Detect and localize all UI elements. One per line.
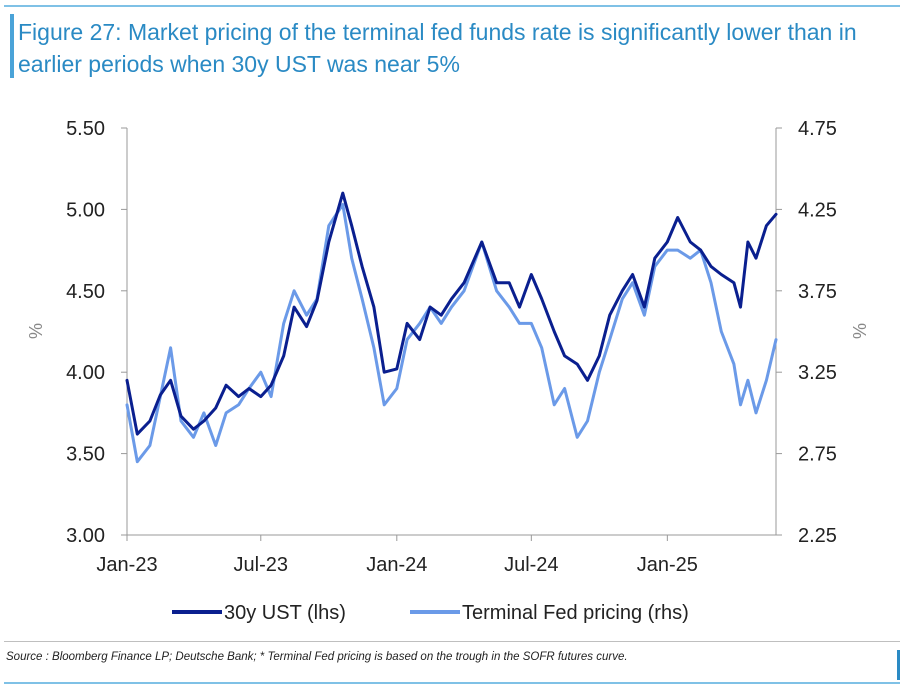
series-line-30y-ust xyxy=(125,191,778,436)
right-tick-label: 4.25 xyxy=(798,199,837,221)
axes: 3.00 3.50 4.00 4.50 5.00 5.50 2.25 2.75 3.25 3.75… xyxy=(26,118,870,576)
left-tick-label: 5.50 xyxy=(66,118,105,140)
legend-label: Terminal Fed pricing (rhs) xyxy=(462,602,689,624)
right-tick-label: 2.75 xyxy=(798,444,837,466)
left-tick-label: 3.50 xyxy=(66,444,105,466)
legend-terminal-fed: Terminal Fed pricing (rhs) xyxy=(410,602,689,624)
series-lines xyxy=(125,191,778,464)
left-tick-label: 3.00 xyxy=(66,525,105,547)
right-tick-label: 4.75 xyxy=(798,118,837,140)
legend-label: 30y UST (lhs) xyxy=(224,602,346,624)
legend: 30y UST (lhs) Terminal Fed pricing (rhs) xyxy=(172,602,689,624)
source-rule xyxy=(4,641,900,642)
left-tick-label: 4.00 xyxy=(66,362,105,384)
source-accent-bar xyxy=(897,650,900,680)
x-tick-label: Jan-24 xyxy=(366,554,427,576)
left-tick-label: 4.50 xyxy=(66,281,105,303)
x-tick-label: Jan-25 xyxy=(637,554,698,576)
source-note: Source : Bloomberg Finance LP; Deutsche … xyxy=(6,651,628,663)
legend-30y-ust: 30y UST (lhs) xyxy=(172,602,346,624)
bottom-rule xyxy=(4,682,900,684)
right-axis-title: % xyxy=(850,323,870,339)
right-tick-label: 2.25 xyxy=(798,525,837,547)
series-line-terminal-fed xyxy=(125,203,778,464)
right-tick-label: 3.75 xyxy=(798,281,837,303)
x-tick-label: Jul-24 xyxy=(504,554,558,576)
x-tick-label: Jul-23 xyxy=(234,554,288,576)
x-tick-label: Jan-23 xyxy=(96,554,157,576)
chart-title: Figure 27: Market pricing of the termina… xyxy=(18,19,857,77)
title-accent-bar xyxy=(10,14,14,78)
chart-area: 3.00 3.50 4.00 4.50 5.00 5.50 2.25 2.75 3.25 3.75… xyxy=(26,118,870,624)
right-tick-label: 3.25 xyxy=(798,362,837,384)
left-axis-title: % xyxy=(26,323,46,339)
left-tick-label: 5.00 xyxy=(66,199,105,221)
top-rule xyxy=(4,5,900,7)
